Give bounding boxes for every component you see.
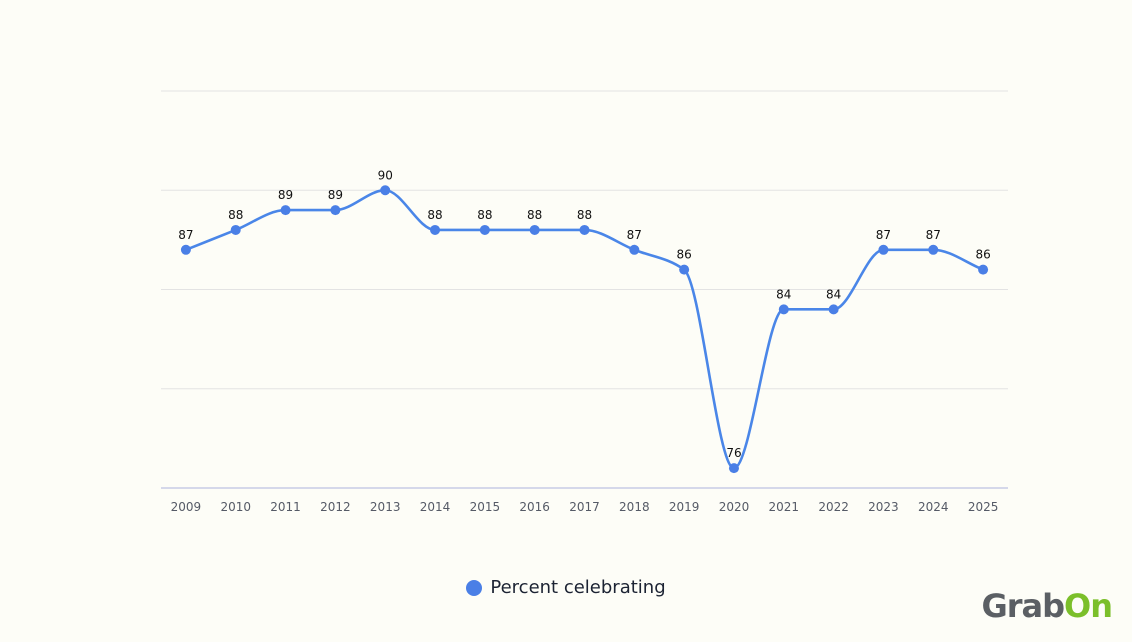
data-label: 84 [826, 287, 841, 301]
data-point[interactable] [180, 244, 191, 255]
data-point[interactable] [978, 264, 989, 275]
x-tick-label: 2011 [270, 500, 301, 514]
data-label: 88 [477, 208, 492, 222]
x-tick-label: 2016 [519, 500, 550, 514]
x-tick-label: 2019 [669, 500, 700, 514]
legend: Percent celebrating [0, 577, 1132, 598]
data-point[interactable] [728, 463, 739, 474]
series-points [180, 185, 989, 474]
data-label: 87 [876, 228, 891, 242]
data-point[interactable] [280, 205, 291, 216]
x-tick-label: 2024 [918, 500, 949, 514]
data-point[interactable] [778, 304, 789, 315]
data-point[interactable] [579, 224, 590, 235]
data-label: 87 [926, 228, 941, 242]
x-tick-label: 2010 [220, 500, 251, 514]
x-tick-label: 2023 [868, 500, 899, 514]
x-tick-label: 2021 [769, 500, 800, 514]
logo-text-on: On [1064, 587, 1113, 625]
data-labels: 87 88 89 89 90 88 88 88 88 87 86 76 84 84 87 87 86 [178, 168, 990, 460]
data-point[interactable] [679, 264, 690, 275]
data-point[interactable] [878, 244, 889, 255]
legend-label: Percent celebrating [490, 577, 666, 598]
x-tick-label: 2017 [569, 500, 600, 514]
legend-item[interactable]: Percent celebrating [466, 577, 666, 598]
data-label: 86 [975, 248, 990, 262]
data-label: 86 [677, 248, 692, 262]
x-tick-label: 2022 [818, 500, 849, 514]
x-tick-label: 2009 [171, 500, 202, 514]
x-tick-label: 2025 [968, 500, 999, 514]
data-point[interactable] [380, 185, 391, 196]
data-label: 88 [427, 208, 442, 222]
data-label: 87 [178, 228, 193, 242]
data-point[interactable] [430, 224, 441, 235]
x-tick-label: 2020 [719, 500, 750, 514]
x-tick-label: 2018 [619, 500, 650, 514]
x-tick-label: 2013 [370, 500, 401, 514]
data-label: 88 [577, 208, 592, 222]
x-tick-label: 2014 [420, 500, 451, 514]
data-point[interactable] [828, 304, 839, 315]
grabon-logo: GrabOn [981, 587, 1113, 625]
data-label: 87 [627, 228, 642, 242]
legend-swatch-dot [466, 579, 483, 596]
data-label: 88 [527, 208, 542, 222]
data-label: 84 [776, 287, 791, 301]
data-label: 89 [328, 188, 343, 202]
x-axis: 2009 2010 2011 2012 2013 2014 2015 2016 2017 2018… [161, 487, 1008, 514]
x-tick-label: 2012 [320, 500, 351, 514]
data-point[interactable] [479, 224, 490, 235]
logo-text-grab: Grab [981, 587, 1065, 625]
data-point[interactable] [529, 224, 540, 235]
data-point[interactable] [230, 224, 241, 235]
data-point[interactable] [629, 244, 640, 255]
x-tick-label: 2015 [470, 500, 501, 514]
data-label: 76 [726, 446, 741, 460]
data-point[interactable] [330, 205, 341, 216]
data-point[interactable] [928, 244, 939, 255]
data-label: 88 [228, 208, 243, 222]
gridlines [161, 90, 1008, 390]
data-label: 89 [278, 188, 293, 202]
data-label: 90 [378, 168, 393, 182]
